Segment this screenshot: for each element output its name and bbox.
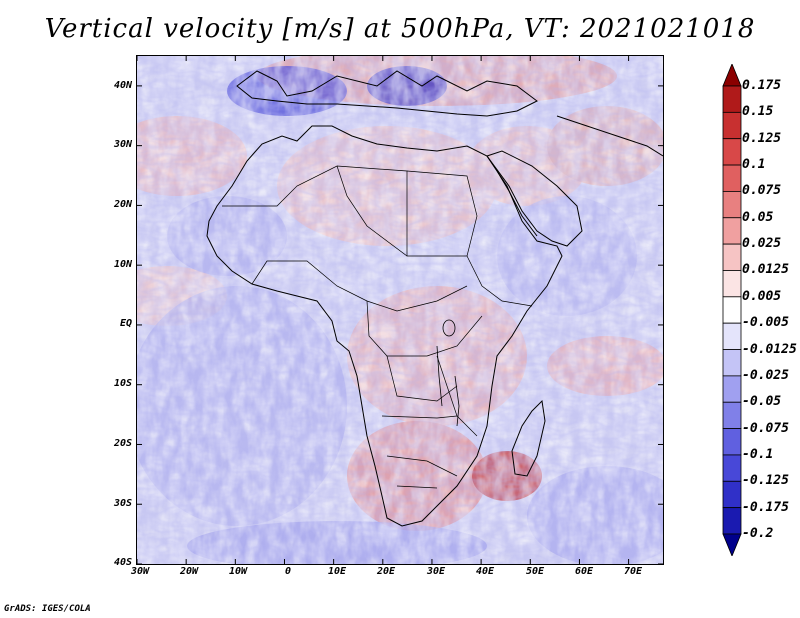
- map-canvas: [137, 56, 663, 564]
- lon-label-50e: 50E: [525, 566, 545, 577]
- colorbar-bin: [722, 428, 742, 456]
- colorbar-tick-label: -0.075: [742, 420, 789, 436]
- lat-label-40s: 40S: [113, 557, 132, 568]
- colorbar-bin: [722, 533, 742, 556]
- frame-ticks: [137, 56, 663, 564]
- colorbar-bin: [722, 243, 742, 271]
- colorbar-tick-label: 0.005: [742, 288, 782, 304]
- lon-label-0: 0: [284, 566, 292, 577]
- colorbar-tick-label: -0.2: [742, 526, 774, 541]
- colorbar-bin: [722, 270, 742, 298]
- colorbar-tick-label: 0.0125: [742, 262, 789, 278]
- colorbar-bin: [722, 349, 742, 377]
- iran-india-coast: [556, 115, 663, 157]
- colorbar-bin: [722, 191, 742, 219]
- colorbar-bin: [722, 64, 742, 87]
- lakes: [436, 319, 460, 427]
- africa-coastline: [206, 125, 563, 527]
- colorbar-tick-label: 0.025: [742, 236, 782, 252]
- lon-label-10e: 10E: [327, 566, 347, 577]
- coastlines: [206, 70, 663, 527]
- colorbar-tick-label: -0.175: [742, 499, 789, 515]
- lat-label-eq: EQ: [119, 318, 132, 329]
- lat-label-30s: 30S: [113, 498, 132, 509]
- colorbar-tick-label: 0.125: [742, 130, 782, 146]
- lat-label-10n: 10N: [113, 259, 132, 270]
- colorbar-bin: [722, 322, 742, 350]
- lon-label-20e: 20E: [376, 566, 396, 577]
- colorbar: [722, 64, 742, 556]
- colorbar-bin: [722, 375, 742, 403]
- colorbar-tick-label: -0.025: [742, 367, 789, 383]
- footer-credit: GrADS: IGES/COLA: [4, 604, 91, 614]
- lon-label-30w: 30W: [130, 566, 150, 577]
- map-panel: [136, 55, 664, 565]
- colorbar-bin: [722, 138, 742, 166]
- lon-label-30e: 30E: [426, 566, 446, 577]
- lat-label-20n: 20N: [113, 199, 132, 210]
- lon-label-10w: 10W: [228, 566, 248, 577]
- colorbar-bin: [722, 454, 742, 482]
- lon-label-70e: 70E: [623, 566, 643, 577]
- colorbar-bin: [722, 111, 742, 140]
- red-sea-coast: [486, 155, 538, 237]
- chart-title: Vertical velocity [m/s] at 500hPa, VT: 2…: [44, 14, 756, 44]
- lat-label-10s: 10S: [113, 378, 132, 389]
- colorbar-bin: [722, 480, 742, 509]
- colorbar-tick-label: 0.075: [742, 183, 782, 199]
- colorbar-tick-label: -0.05: [742, 394, 782, 410]
- colorbar-tick-label: 0.1: [742, 157, 766, 173]
- lat-label-30n: 30N: [113, 139, 132, 150]
- colorbar-bin: [722, 164, 742, 192]
- colorbar-tick-label: -0.0125: [742, 341, 797, 357]
- colorbar-bin: [722, 401, 742, 429]
- europe-coastline: [236, 70, 538, 117]
- lon-label-60e: 60E: [574, 566, 594, 577]
- colorbar-bin: [722, 85, 742, 113]
- madagascar-coastline: [511, 399, 546, 477]
- arabia-coastline: [486, 150, 583, 247]
- lat-label-20s: 20S: [113, 438, 132, 449]
- lon-label-20w: 20W: [179, 566, 199, 577]
- colorbar-tick-label: 0.175: [742, 78, 782, 93]
- colorbar-bin: [722, 507, 742, 535]
- lat-label-40n: 40N: [113, 80, 132, 91]
- lon-label-40e: 40E: [475, 566, 495, 577]
- colorbar-tick-label: 0.15: [742, 104, 774, 120]
- colorbar-tick-label: -0.005: [742, 315, 789, 331]
- colorbar-tick-label: -0.125: [742, 473, 789, 489]
- colorbar-bin: [722, 217, 742, 245]
- country-borders: [222, 165, 533, 489]
- colorbar-bin: [722, 296, 742, 324]
- colorbar-tick-label: -0.1: [742, 446, 774, 462]
- colorbar-tick-label: 0.05: [742, 209, 774, 225]
